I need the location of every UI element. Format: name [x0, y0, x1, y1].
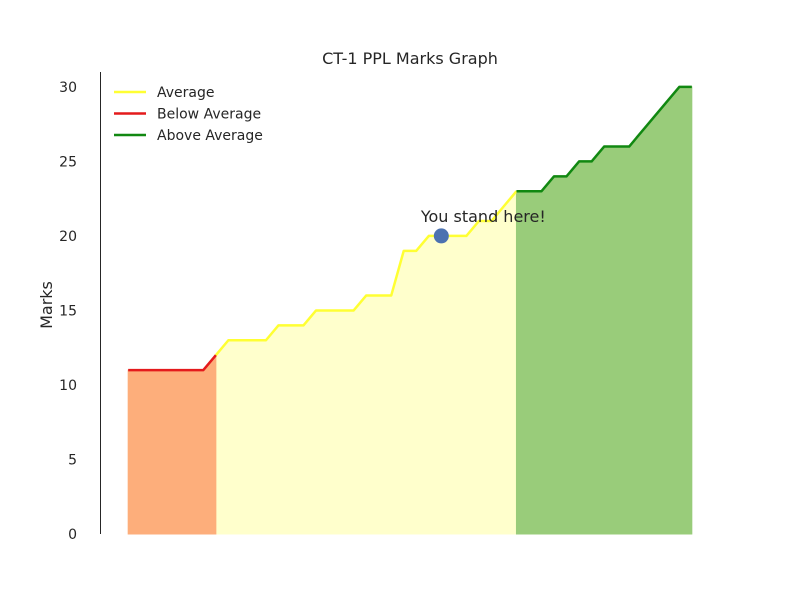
- line-above-average: [516, 85, 692, 193]
- line-below-average: [128, 354, 217, 372]
- area-above-average: [515, 86, 693, 535]
- y-tick-label: 5: [68, 452, 77, 468]
- y-tick-label: 20: [59, 229, 77, 245]
- legend-label-above-average: Above Average: [157, 128, 263, 144]
- annotation-group: You stand here!: [420, 207, 546, 244]
- y-tick-label: 0: [68, 527, 77, 543]
- y-tick-label: 15: [59, 303, 77, 319]
- annotation-label: You stand here!: [420, 207, 546, 226]
- you-are-here-point: [433, 228, 449, 244]
- legend: Average Below Average Above Average: [114, 85, 263, 144]
- series-areas: [127, 86, 693, 535]
- y-tick-label: 25: [59, 154, 77, 170]
- line-average: [214, 190, 518, 356]
- area-below-average: [127, 353, 217, 535]
- legend-label-below-average: Below Average: [157, 107, 261, 123]
- y-axis-label: Marks: [37, 281, 56, 329]
- y-tick-label: 10: [59, 378, 77, 394]
- area-average: [215, 189, 517, 535]
- series-lines: [128, 85, 692, 372]
- y-tick-labels: 0 5 10 15 20 25 30: [59, 80, 77, 543]
- legend-label-average: Average: [157, 85, 215, 101]
- y-tick-label: 30: [59, 80, 77, 96]
- chart-title: CT-1 PPL Marks Graph: [322, 49, 498, 68]
